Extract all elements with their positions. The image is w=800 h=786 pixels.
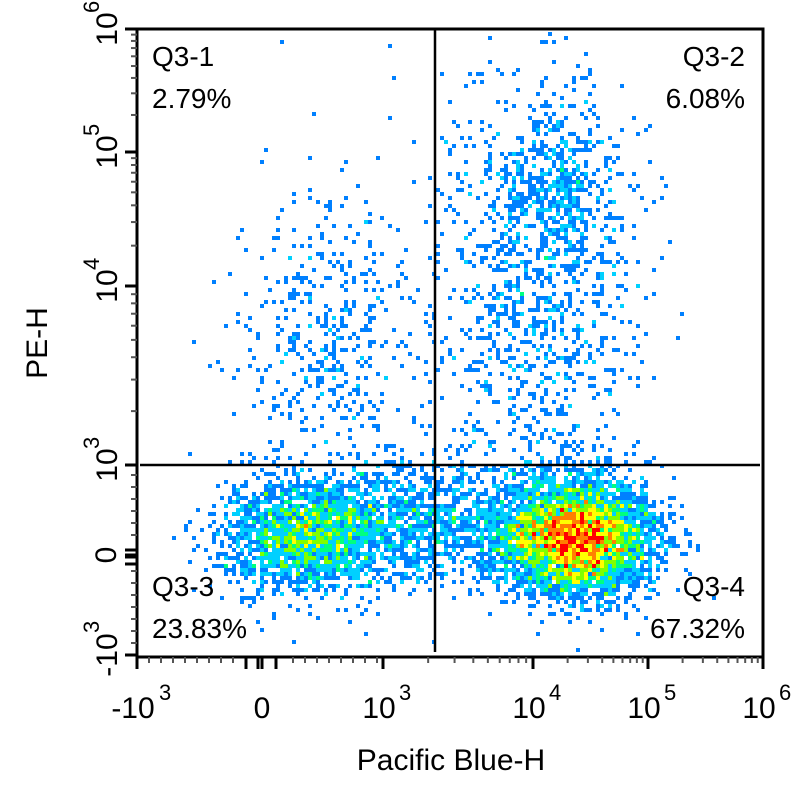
y-axis-title: PE-H	[21, 307, 54, 379]
quadrant-q3-4-percent: 67.32%	[650, 613, 745, 644]
quadrant-q3-2-name: Q3-2	[683, 41, 745, 72]
svg-text:10: 10	[512, 692, 545, 725]
quadrant-q3-4-name: Q3-4	[683, 571, 745, 602]
svg-text:4: 4	[549, 680, 561, 705]
svg-text:10: 10	[91, 12, 124, 45]
svg-text:3: 3	[79, 437, 104, 449]
quadrant-q3-3-name: Q3-3	[152, 571, 214, 602]
svg-text:10: 10	[627, 692, 660, 725]
quadrant-q3-3-percent: 23.83%	[152, 613, 247, 644]
quadrant-q3-1-name: Q3-1	[152, 41, 214, 72]
svg-text:6: 6	[779, 680, 791, 705]
svg-text:10: 10	[362, 692, 395, 725]
svg-text:5: 5	[664, 680, 676, 705]
svg-text:3: 3	[159, 680, 171, 705]
svg-text:10: 10	[742, 692, 775, 725]
svg-text:6: 6	[79, 1, 104, 13]
svg-text:10: 10	[91, 135, 124, 168]
svg-text:0: 0	[254, 692, 271, 725]
svg-text:10: 10	[91, 269, 124, 302]
quadrant-q3-2-percent: 6.08%	[666, 83, 745, 114]
svg-text:5: 5	[79, 124, 104, 136]
x-axis-title: Pacific Blue-H	[357, 744, 545, 777]
svg-text:-10: -10	[111, 692, 154, 725]
svg-text:4: 4	[79, 258, 104, 270]
svg-text:3: 3	[399, 680, 411, 705]
svg-text:10: 10	[91, 448, 124, 481]
density-dots	[172, 32, 716, 652]
svg-text:3: 3	[79, 621, 104, 633]
plot-frame	[135, 27, 765, 659]
axis-ticks	[125, 27, 765, 669]
svg-text:-10: -10	[91, 633, 124, 676]
quadrant-q3-1-percent: 2.79%	[152, 83, 231, 114]
svg-text:0: 0	[90, 547, 123, 564]
